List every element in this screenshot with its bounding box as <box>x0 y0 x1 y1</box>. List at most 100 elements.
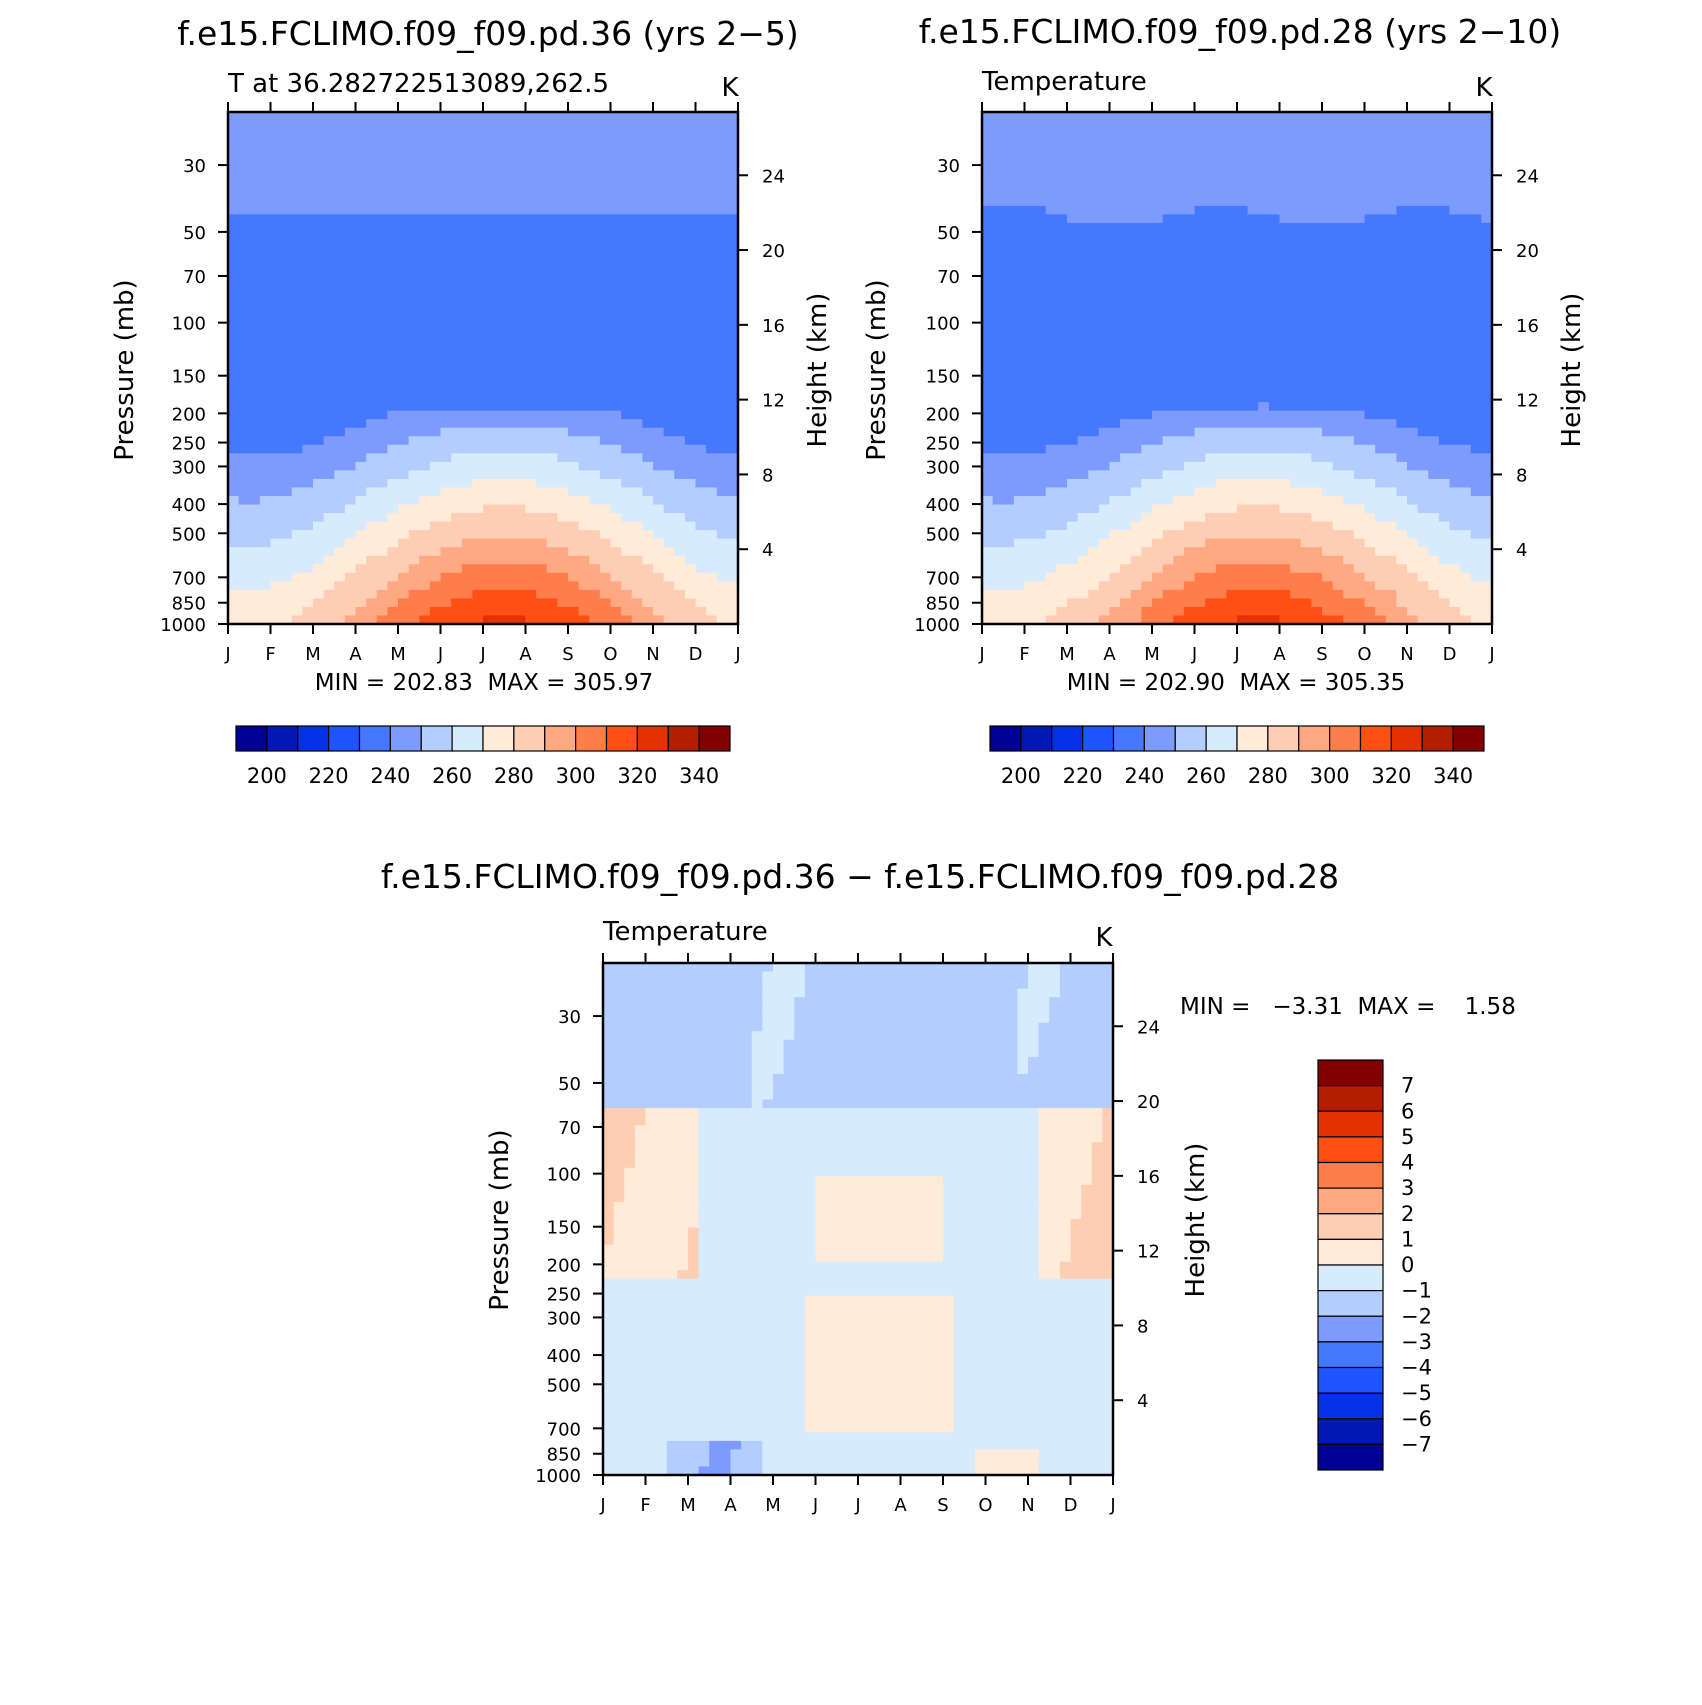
contour-cell <box>493 615 505 625</box>
contour-cell <box>992 308 1004 318</box>
contour-cell <box>653 180 665 190</box>
contour-cell <box>684 137 697 147</box>
contour-cell <box>568 342 580 352</box>
contour-cell <box>525 248 537 258</box>
contour-cell <box>291 316 303 326</box>
contour-cell <box>355 606 367 617</box>
contour-cell <box>525 325 537 335</box>
contour-cell <box>525 342 537 352</box>
contour-cell <box>514 385 527 395</box>
contour-cell <box>663 154 675 164</box>
contour-cell <box>366 598 378 608</box>
contour-cell <box>536 257 548 267</box>
contour-cell <box>270 240 282 250</box>
panel-1-min-max: MIN = 202.83 MAX = 305.97 <box>315 670 654 696</box>
contour-cell <box>408 350 420 361</box>
contour-cell <box>281 274 293 284</box>
contour-cell <box>1056 419 1068 429</box>
contour-cell <box>1226 325 1238 335</box>
contour-cell <box>1215 538 1227 548</box>
contour-cell <box>1141 402 1153 412</box>
contour-cell <box>1258 299 1270 309</box>
contour-cell <box>270 496 282 506</box>
contour-cell <box>398 240 410 250</box>
contour-cell <box>1003 461 1015 471</box>
contour-cell <box>631 214 643 224</box>
contour-cell <box>440 598 452 608</box>
contour-cell <box>1141 274 1153 284</box>
contour-cell <box>259 419 272 429</box>
contour-cell <box>982 180 994 190</box>
contour-cell <box>514 538 527 548</box>
contour-cell <box>716 137 728 147</box>
contour-cell <box>451 598 463 608</box>
contour-cell <box>291 180 303 190</box>
contour-cell <box>281 478 293 489</box>
contour-cell <box>674 325 686 335</box>
contour-cell <box>1067 205 1079 215</box>
contour-cell <box>1109 504 1121 514</box>
contour-cell <box>355 461 367 471</box>
contour-cell <box>355 350 367 361</box>
contour-cell <box>1258 282 1270 292</box>
contour-cell <box>1045 453 1057 463</box>
contour-cell <box>291 436 303 446</box>
contour-cell <box>621 197 633 207</box>
contour-cell <box>440 248 452 258</box>
contour-cell <box>483 385 495 395</box>
contour-cell <box>1322 615 1334 625</box>
contour-cell <box>408 478 420 489</box>
contour-cell <box>982 325 994 335</box>
contour-cell <box>1056 487 1068 497</box>
contour-cell <box>1109 427 1121 437</box>
contour-cell <box>387 419 399 429</box>
contour-cell <box>599 513 612 523</box>
contour-cell <box>1247 231 1259 241</box>
contour-cell <box>546 581 558 591</box>
contour-cell <box>472 368 484 378</box>
contour-cell <box>1173 265 1185 275</box>
contour-cell <box>249 504 261 514</box>
contour-cell <box>1173 478 1185 489</box>
contour-cell <box>1290 478 1302 489</box>
contour-cell <box>1035 180 1047 190</box>
contour-cell <box>408 129 420 139</box>
contour-cell <box>281 427 293 437</box>
contour-cell <box>1311 564 1323 574</box>
contour-cell <box>1024 385 1036 395</box>
contour-cell <box>1237 385 1249 395</box>
contour-cell <box>1215 197 1227 207</box>
contour-cell <box>568 393 580 403</box>
contour-cell <box>1035 504 1047 514</box>
contour-cell <box>238 197 250 207</box>
contour-cell <box>546 606 558 617</box>
contour-cell <box>228 325 240 335</box>
contour-cell <box>1152 333 1164 343</box>
contour-cell <box>1215 393 1227 403</box>
contour-cell <box>695 274 707 284</box>
contour-cell <box>716 188 728 198</box>
contour-cell <box>653 555 665 565</box>
contour-cell <box>1183 316 1196 326</box>
contour-cell <box>302 521 314 531</box>
contour-cell <box>1205 513 1217 523</box>
contour-cell <box>578 538 590 548</box>
contour-cell <box>376 205 388 215</box>
contour-cell <box>663 368 675 378</box>
contour-cell <box>1183 299 1196 309</box>
contour-cell <box>578 478 590 489</box>
contour-cell <box>1056 461 1068 471</box>
contour-cell <box>1322 436 1334 446</box>
contour-cell <box>631 385 643 395</box>
contour-cell <box>982 154 994 164</box>
contour-cell <box>599 231 612 241</box>
contour-cell <box>451 163 463 173</box>
contour-cell <box>302 427 314 437</box>
contour-cell <box>578 368 590 378</box>
contour-cell <box>1183 385 1196 395</box>
x-tick-label: S <box>562 644 573 665</box>
contour-cell <box>1322 598 1334 608</box>
contour-cell <box>408 470 420 480</box>
contour-cell <box>1141 470 1153 480</box>
contour-cell <box>1290 487 1302 497</box>
